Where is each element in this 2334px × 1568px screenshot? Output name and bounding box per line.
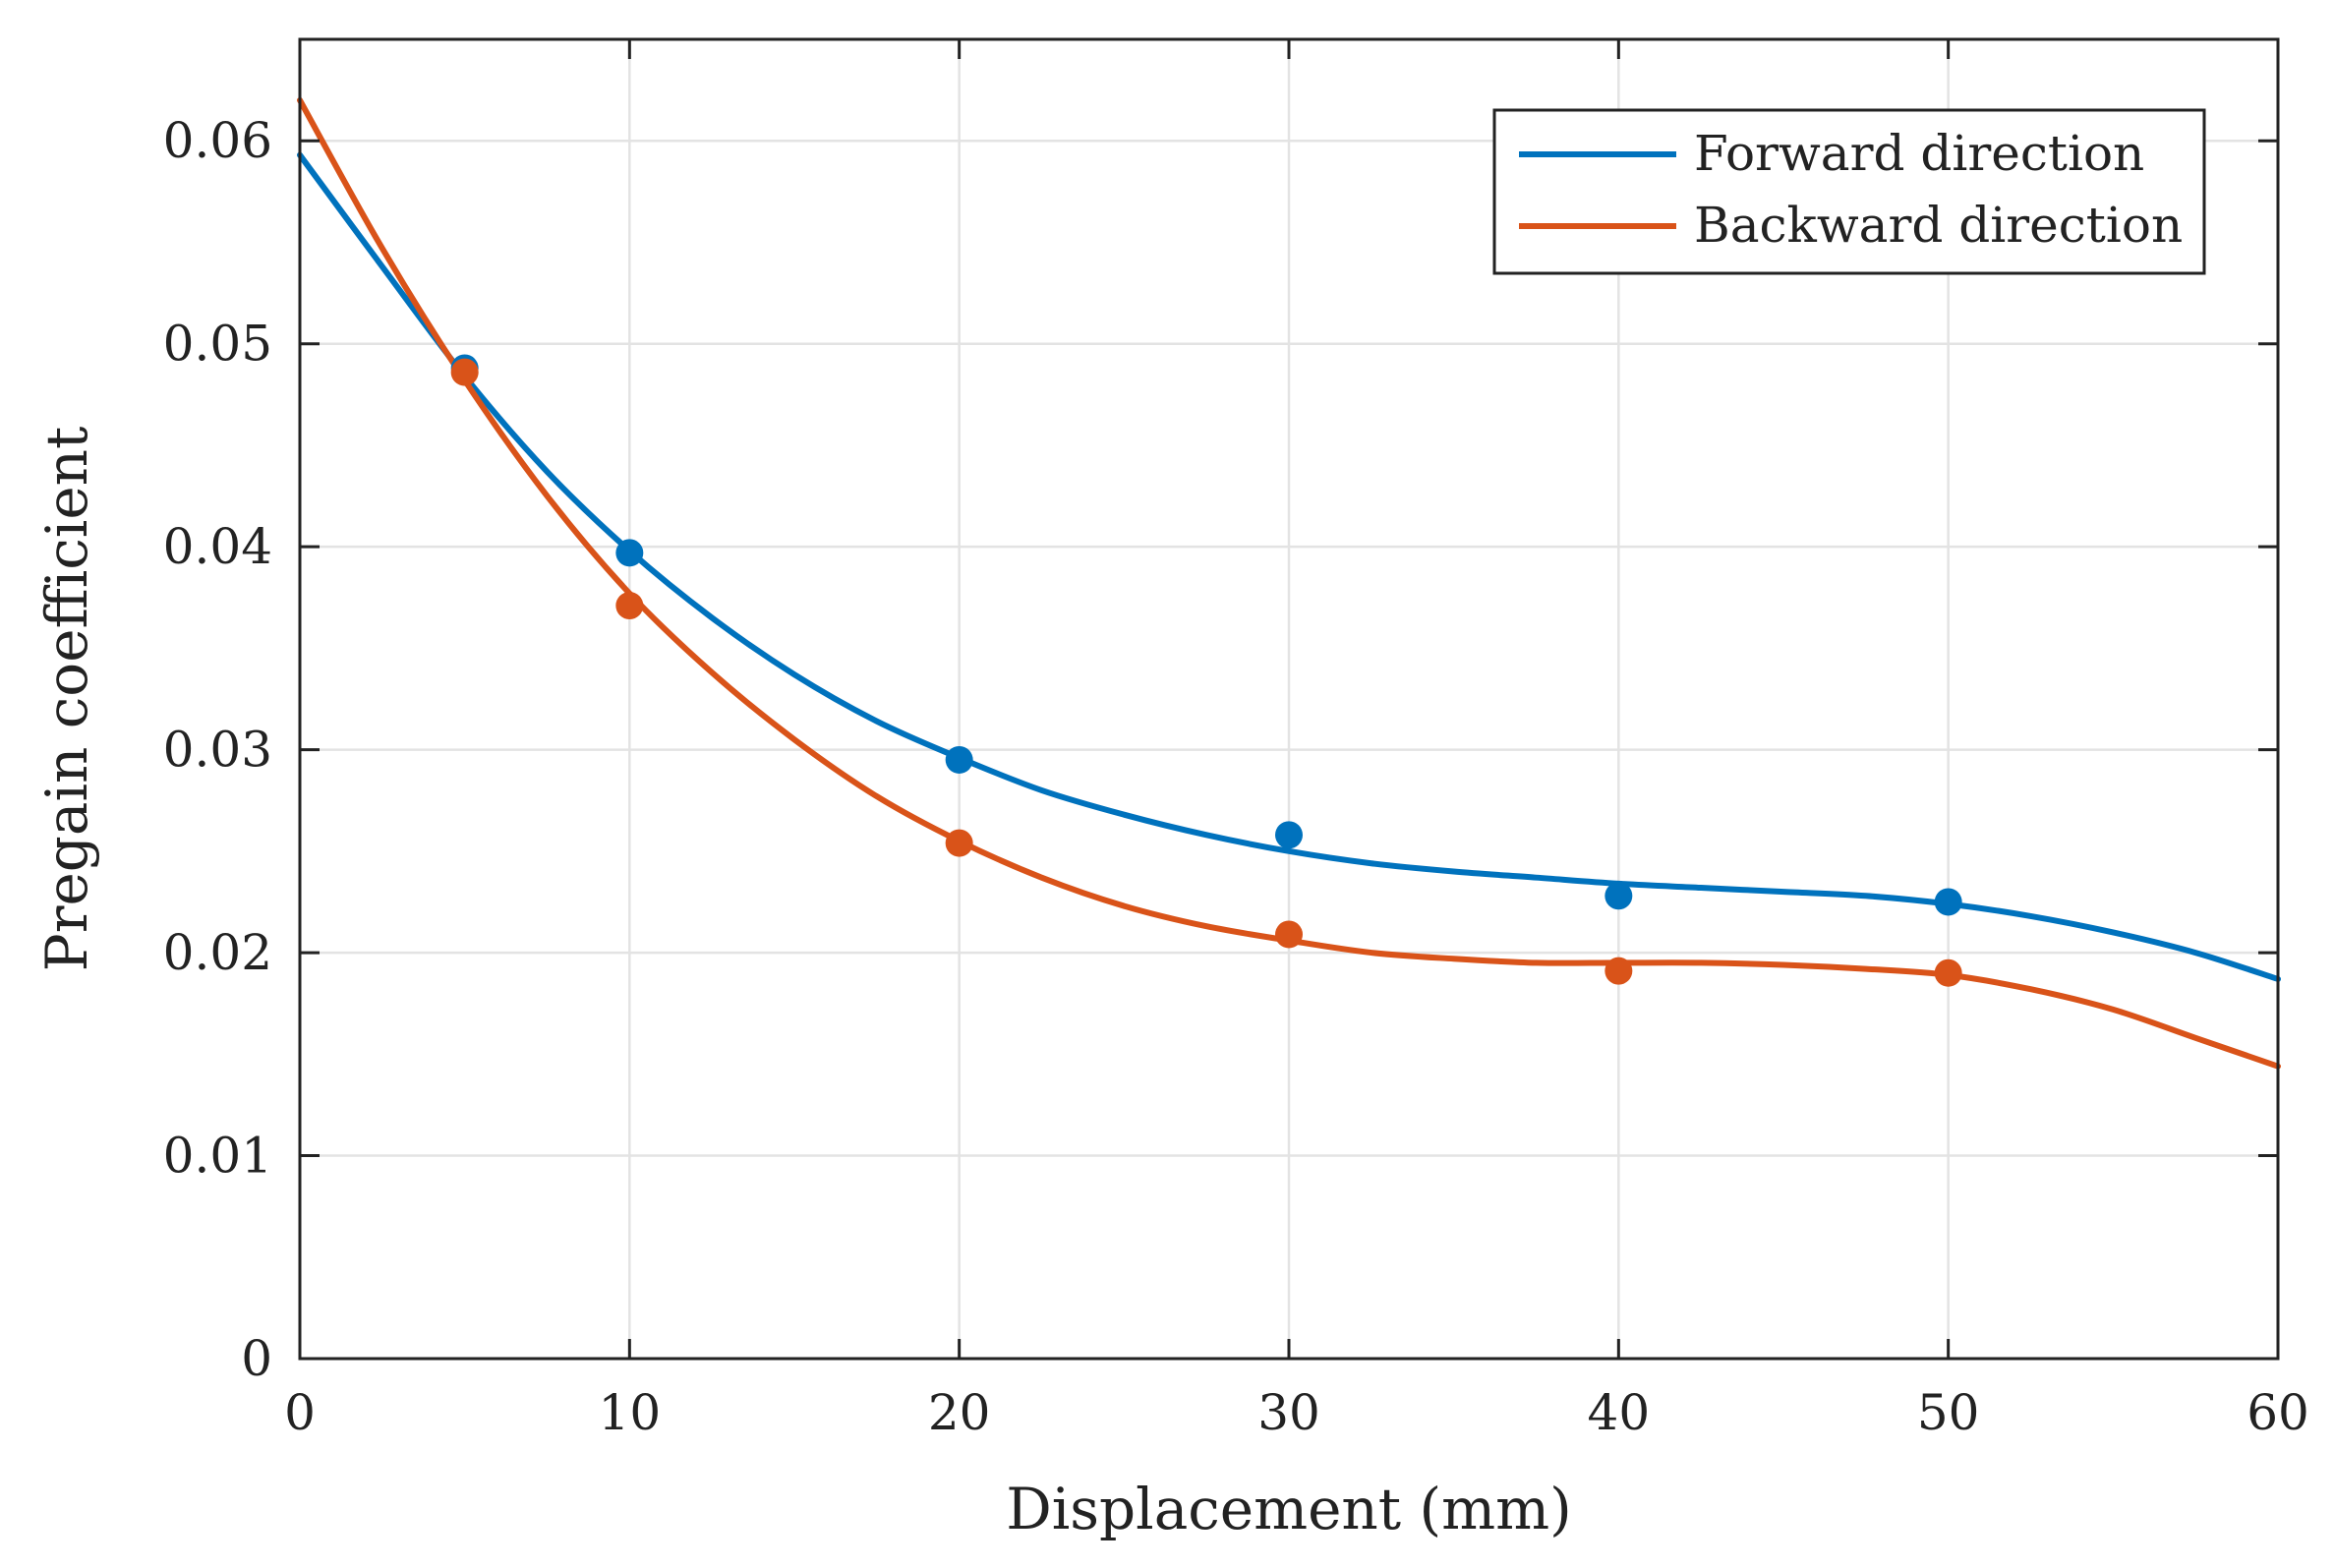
x-axis-title: Displacement (mm): [1006, 1476, 1572, 1542]
backward-data-point: [1934, 958, 1962, 987]
y-tick-label: 0.02: [163, 924, 272, 981]
y-tick-label: 0.01: [163, 1128, 272, 1185]
series-layer: [297, 96, 2281, 1070]
backward-data-point: [1275, 920, 1303, 949]
legend-box: [1492, 108, 2206, 275]
x-tick-label: 20: [928, 1384, 991, 1441]
x-tick-label: 0: [284, 1384, 316, 1441]
legend-label-backward: Backward direction: [1694, 197, 2183, 254]
forward-data-point: [945, 745, 973, 774]
forward-data-point: [1605, 882, 1633, 910]
backward-data-point: [1605, 957, 1633, 985]
backward-data-point: [615, 592, 644, 620]
forward-data-point: [615, 539, 644, 567]
forward-data-point: [1275, 821, 1303, 849]
y-tick-label: 0: [241, 1330, 272, 1387]
ticks: 0 10 20 30 40 50 60 0 0.01 0.02 0.03 0.04 0.05 0.06: [163, 39, 2309, 1441]
forward-data-point: [1934, 888, 1962, 916]
backward-data-point: [450, 358, 479, 386]
y-tick-label: 0.05: [163, 316, 272, 373]
legend: Forward direction Backward direction: [1492, 108, 2206, 275]
x-tick-label: 10: [599, 1384, 662, 1441]
y-tick-label: 0.04: [163, 518, 272, 575]
y-axis-title: Pregain coefficient: [33, 427, 100, 972]
y-tick-label: 0.03: [163, 722, 272, 779]
x-tick-label: 60: [2246, 1384, 2309, 1441]
x-tick-label: 40: [1588, 1384, 1651, 1441]
y-tick-label: 0.06: [163, 112, 272, 169]
x-tick-label: 50: [1917, 1384, 1980, 1441]
legend-label-forward: Forward direction: [1694, 125, 2144, 182]
backward-data-point: [945, 829, 973, 857]
x-tick-label: 30: [1257, 1384, 1320, 1441]
